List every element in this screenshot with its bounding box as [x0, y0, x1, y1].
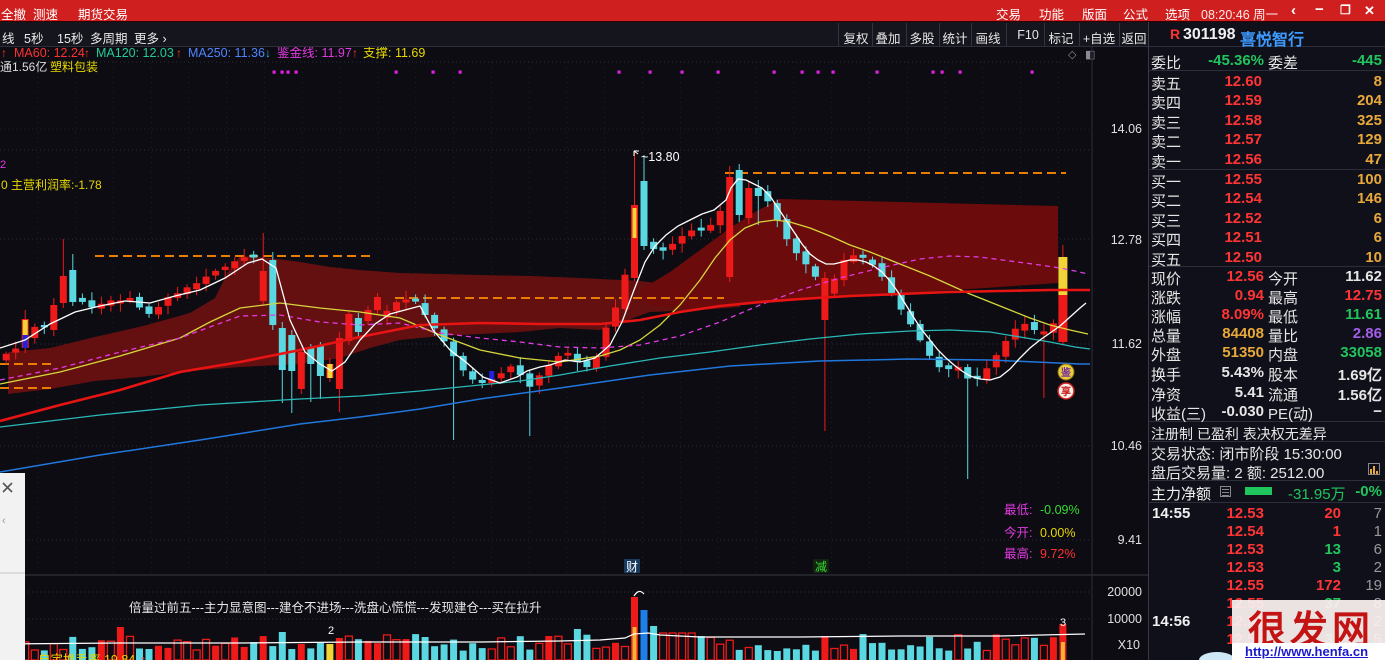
svg-text:10000: 10000 — [1107, 612, 1142, 626]
svg-text:0 主营利润率:-1.78: 0 主营利润率:-1.78 — [1, 177, 102, 192]
svg-text:最低:: 最低: — [1004, 503, 1032, 517]
svg-text:‹: ‹ — [2, 515, 6, 527]
svg-text:鉴: 鉴 — [1060, 366, 1072, 379]
svg-text:自定换手率 19.84: 自定换手率 19.84 — [38, 652, 135, 660]
svg-text:12.78: 12.78 — [1111, 233, 1142, 247]
svg-text:享: 享 — [1061, 385, 1071, 398]
svg-text:◇: ◇ — [1068, 49, 1077, 61]
svg-text:2: 2 — [0, 159, 6, 171]
svg-text:10.46: 10.46 — [1111, 439, 1142, 453]
svg-text:MA250: 11.36: MA250: 11.36 — [188, 46, 265, 60]
svg-text:↑: ↑ — [176, 46, 182, 60]
svg-text:倍量过前五---主力显意图---建仓不进场---洗盘心慌慌-: 倍量过前五---主力显意图---建仓不进场---洗盘心慌慌---发现建仓---买… — [129, 600, 541, 615]
svg-text:MA60: 12.24: MA60: 12.24 — [14, 46, 85, 60]
svg-text:鉴金线: 11.97: 鉴金线: 11.97 — [277, 45, 352, 60]
svg-text:↑: ↑ — [1, 46, 7, 60]
svg-text:↓: ↓ — [265, 46, 271, 60]
svg-text:最高:: 最高: — [1004, 546, 1032, 561]
svg-text:◧: ◧ — [1085, 49, 1095, 61]
svg-text:14.06: 14.06 — [1111, 122, 1142, 136]
svg-text:X10: X10 — [1118, 638, 1140, 652]
svg-text:-0.09%: -0.09% — [1040, 503, 1080, 517]
svg-text:20000: 20000 — [1107, 585, 1142, 599]
svg-text:↑: ↑ — [84, 46, 90, 60]
svg-text:支撑: 11.69: 支撑: 11.69 — [363, 45, 425, 60]
svg-text:~13.80: ~13.80 — [641, 150, 680, 164]
svg-text:0.00%: 0.00% — [1040, 526, 1075, 540]
svg-text:减: 减 — [815, 560, 827, 574]
svg-text:今开:: 今开: — [1004, 525, 1032, 540]
svg-text:11.62: 11.62 — [1112, 337, 1142, 351]
svg-text:财: 财 — [626, 560, 638, 574]
svg-text:9.41: 9.41 — [1118, 533, 1142, 547]
svg-text:2: 2 — [328, 625, 334, 637]
svg-text:MA120: 12.03: MA120: 12.03 — [96, 46, 174, 60]
svg-text:通1.56亿: 通1.56亿 — [0, 59, 47, 74]
svg-text:塑料包装: 塑料包装 — [50, 59, 98, 74]
svg-text:9.72%: 9.72% — [1040, 547, 1075, 561]
svg-text:↑: ↑ — [352, 46, 358, 60]
svg-text:3: 3 — [1060, 617, 1066, 629]
svg-text:↑: ↑ — [140, 653, 146, 660]
